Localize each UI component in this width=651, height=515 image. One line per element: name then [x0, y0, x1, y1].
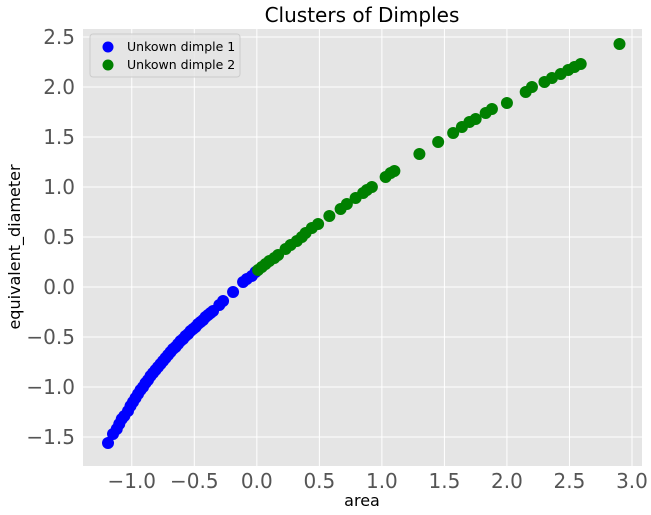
x-tick-label: −1.0 — [107, 469, 156, 493]
y-axis-label: equivalent_diameter — [5, 164, 25, 330]
y-tick-labels: −1.5 −1.0 −0.5 0.0 0.5 1.0 1.5 2.0 2.5 — [26, 25, 75, 449]
x-tick-label: 0.5 — [303, 469, 335, 493]
data-point — [525, 81, 538, 93]
legend-marker-series-1 — [102, 41, 114, 53]
legend-box — [89, 33, 241, 78]
y-tick-label: 1.0 — [43, 175, 75, 199]
data-point — [500, 97, 513, 109]
y-tick-label: 2.0 — [43, 75, 75, 99]
series-1 — [102, 266, 262, 449]
y-tick-label: 0.0 — [43, 275, 75, 299]
plot-background — [83, 29, 642, 466]
y-tick-label: −1.5 — [26, 425, 75, 449]
legend-label-series-1: Unkown dimple 1 — [127, 39, 235, 54]
data-point — [312, 218, 325, 230]
legend-label-series-2: Unkown dimple 2 — [127, 57, 235, 72]
data-points — [102, 38, 626, 449]
y-tick-label: −1.0 — [26, 375, 75, 399]
data-point — [613, 38, 626, 50]
data-point — [227, 286, 240, 298]
chart-title: Clusters of Dimples — [265, 3, 460, 27]
y-tick-label: 2.5 — [43, 25, 75, 49]
data-point — [365, 181, 378, 193]
y-tick-label: 1.5 — [43, 125, 75, 149]
x-tick-label: 2.0 — [491, 469, 523, 493]
x-tick-labels: −1.0 −0.5 0.0 0.5 1.0 1.5 2.0 2.5 3.0 — [107, 469, 647, 493]
x-tick-label: −0.5 — [170, 469, 219, 493]
y-tick-label: −0.5 — [26, 325, 75, 349]
data-point — [217, 295, 230, 307]
x-tick-label: 0.0 — [241, 469, 273, 493]
data-point — [432, 136, 445, 148]
data-point — [574, 58, 587, 70]
data-point — [447, 127, 460, 139]
x-axis-label: area — [344, 491, 380, 510]
data-point — [485, 103, 498, 115]
data-point — [469, 113, 482, 125]
data-point — [388, 165, 401, 177]
legend: Unkown dimple 1 Unkown dimple 2 — [89, 33, 241, 78]
x-tick-label: 1.0 — [366, 469, 398, 493]
legend-marker-series-2 — [102, 59, 114, 71]
data-point — [102, 437, 115, 449]
x-tick-label: 3.0 — [616, 469, 648, 493]
x-tick-label: 2.5 — [554, 469, 586, 493]
data-point — [340, 198, 353, 210]
y-tick-label: 0.5 — [43, 225, 75, 249]
x-tick-label: 1.5 — [429, 469, 461, 493]
data-point — [413, 148, 426, 160]
series-2 — [252, 38, 626, 276]
data-point — [323, 210, 336, 222]
